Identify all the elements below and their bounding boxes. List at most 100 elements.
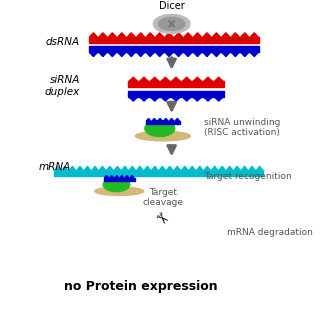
Polygon shape: [118, 52, 126, 57]
Polygon shape: [144, 166, 150, 171]
Polygon shape: [172, 77, 180, 82]
Text: siRNA unwinding
(RISC activation): siRNA unwinding (RISC activation): [204, 118, 280, 137]
Polygon shape: [127, 33, 135, 37]
Polygon shape: [202, 233, 206, 235]
Polygon shape: [241, 223, 250, 227]
Polygon shape: [129, 97, 138, 101]
Polygon shape: [214, 97, 223, 101]
Polygon shape: [109, 176, 114, 178]
Polygon shape: [90, 52, 97, 57]
Polygon shape: [249, 166, 255, 171]
Polygon shape: [130, 176, 134, 178]
Polygon shape: [156, 33, 164, 37]
Polygon shape: [222, 52, 230, 57]
Polygon shape: [118, 33, 126, 37]
Polygon shape: [150, 77, 159, 82]
Polygon shape: [172, 97, 180, 101]
Text: siRNA
duplex: siRNA duplex: [45, 76, 80, 97]
Polygon shape: [183, 233, 187, 235]
Polygon shape: [129, 77, 138, 82]
Bar: [89, 37, 259, 43]
Text: mRNA: mRNA: [39, 163, 71, 172]
Polygon shape: [203, 52, 211, 57]
Polygon shape: [221, 223, 230, 227]
Ellipse shape: [145, 121, 175, 137]
Ellipse shape: [23, 270, 259, 302]
Polygon shape: [192, 223, 200, 227]
Polygon shape: [99, 52, 107, 57]
Polygon shape: [196, 166, 203, 171]
Polygon shape: [120, 176, 124, 178]
Polygon shape: [202, 223, 210, 227]
Polygon shape: [161, 97, 170, 101]
Polygon shape: [174, 166, 180, 171]
Polygon shape: [231, 223, 240, 227]
Polygon shape: [182, 223, 190, 227]
Polygon shape: [192, 233, 196, 235]
Polygon shape: [231, 33, 239, 37]
Polygon shape: [203, 33, 211, 37]
Polygon shape: [204, 166, 210, 171]
Bar: [23, 227, 146, 233]
Polygon shape: [52, 223, 60, 227]
Polygon shape: [146, 118, 151, 121]
Bar: [128, 91, 224, 97]
Ellipse shape: [187, 235, 200, 243]
Polygon shape: [127, 52, 135, 57]
Bar: [89, 46, 259, 52]
Text: ✂: ✂: [150, 209, 170, 229]
Polygon shape: [256, 166, 263, 171]
Polygon shape: [222, 33, 230, 37]
Polygon shape: [175, 52, 182, 57]
Polygon shape: [54, 166, 61, 171]
Polygon shape: [241, 33, 249, 37]
Polygon shape: [152, 118, 156, 121]
Ellipse shape: [103, 178, 130, 192]
Polygon shape: [165, 52, 173, 57]
Ellipse shape: [34, 272, 248, 300]
Text: mRNA degradation: mRNA degradation: [227, 228, 313, 237]
Bar: [172, 227, 250, 233]
Polygon shape: [242, 166, 248, 171]
Polygon shape: [108, 33, 116, 37]
Bar: [104, 178, 135, 181]
Polygon shape: [140, 77, 148, 82]
Polygon shape: [77, 166, 83, 171]
Polygon shape: [212, 166, 218, 171]
Polygon shape: [137, 223, 145, 227]
Polygon shape: [118, 223, 126, 227]
Polygon shape: [33, 223, 41, 227]
Text: Target recogenition: Target recogenition: [204, 172, 292, 181]
Polygon shape: [194, 52, 202, 57]
Polygon shape: [169, 118, 174, 121]
Polygon shape: [189, 166, 196, 171]
Polygon shape: [140, 97, 148, 101]
Polygon shape: [250, 33, 258, 37]
Polygon shape: [175, 118, 180, 121]
Ellipse shape: [135, 131, 190, 141]
Polygon shape: [104, 176, 108, 178]
Polygon shape: [188, 233, 191, 235]
Polygon shape: [193, 97, 202, 101]
Polygon shape: [184, 33, 192, 37]
Polygon shape: [137, 33, 145, 37]
Text: Target
cleavage: Target cleavage: [142, 188, 183, 207]
Polygon shape: [114, 166, 121, 171]
Polygon shape: [234, 166, 240, 171]
Polygon shape: [107, 166, 113, 171]
Polygon shape: [156, 52, 164, 57]
Bar: [54, 171, 263, 176]
Polygon shape: [80, 223, 88, 227]
Polygon shape: [127, 223, 135, 227]
Ellipse shape: [153, 14, 190, 33]
Polygon shape: [227, 166, 233, 171]
Polygon shape: [250, 52, 258, 57]
Ellipse shape: [169, 243, 215, 251]
Polygon shape: [164, 118, 168, 121]
Polygon shape: [125, 176, 129, 178]
Polygon shape: [108, 223, 116, 227]
Polygon shape: [204, 97, 212, 101]
Polygon shape: [182, 77, 191, 82]
Bar: [177, 235, 206, 237]
Polygon shape: [129, 166, 135, 171]
